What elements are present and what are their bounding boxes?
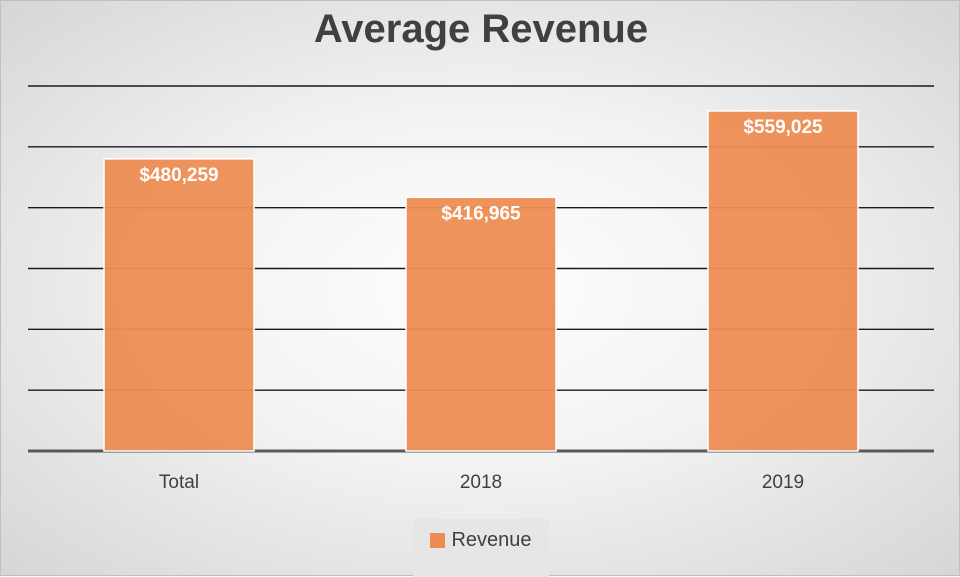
x-tick-label: Total <box>159 472 199 493</box>
x-tick-label: 2019 <box>762 472 804 493</box>
data-label: $559,025 <box>743 117 823 138</box>
x-axis-tick-labels: Total 2018 2019 <box>159 472 804 493</box>
bars <box>103 110 859 452</box>
data-label: $480,259 <box>139 165 218 186</box>
legend-label-revenue: Revenue <box>451 528 532 551</box>
chart-title: Average Revenue <box>313 7 649 51</box>
bar-total <box>103 158 255 452</box>
data-label: $416,965 <box>441 203 521 224</box>
legend: Revenue <box>413 519 549 577</box>
x-tick-label: 2018 <box>460 472 502 493</box>
bar-2019 <box>707 110 859 452</box>
data-labels: $480,259 $416,965 $559,025 <box>139 117 823 224</box>
legend-swatch-revenue <box>430 532 446 548</box>
bar-2018 <box>405 196 557 452</box>
